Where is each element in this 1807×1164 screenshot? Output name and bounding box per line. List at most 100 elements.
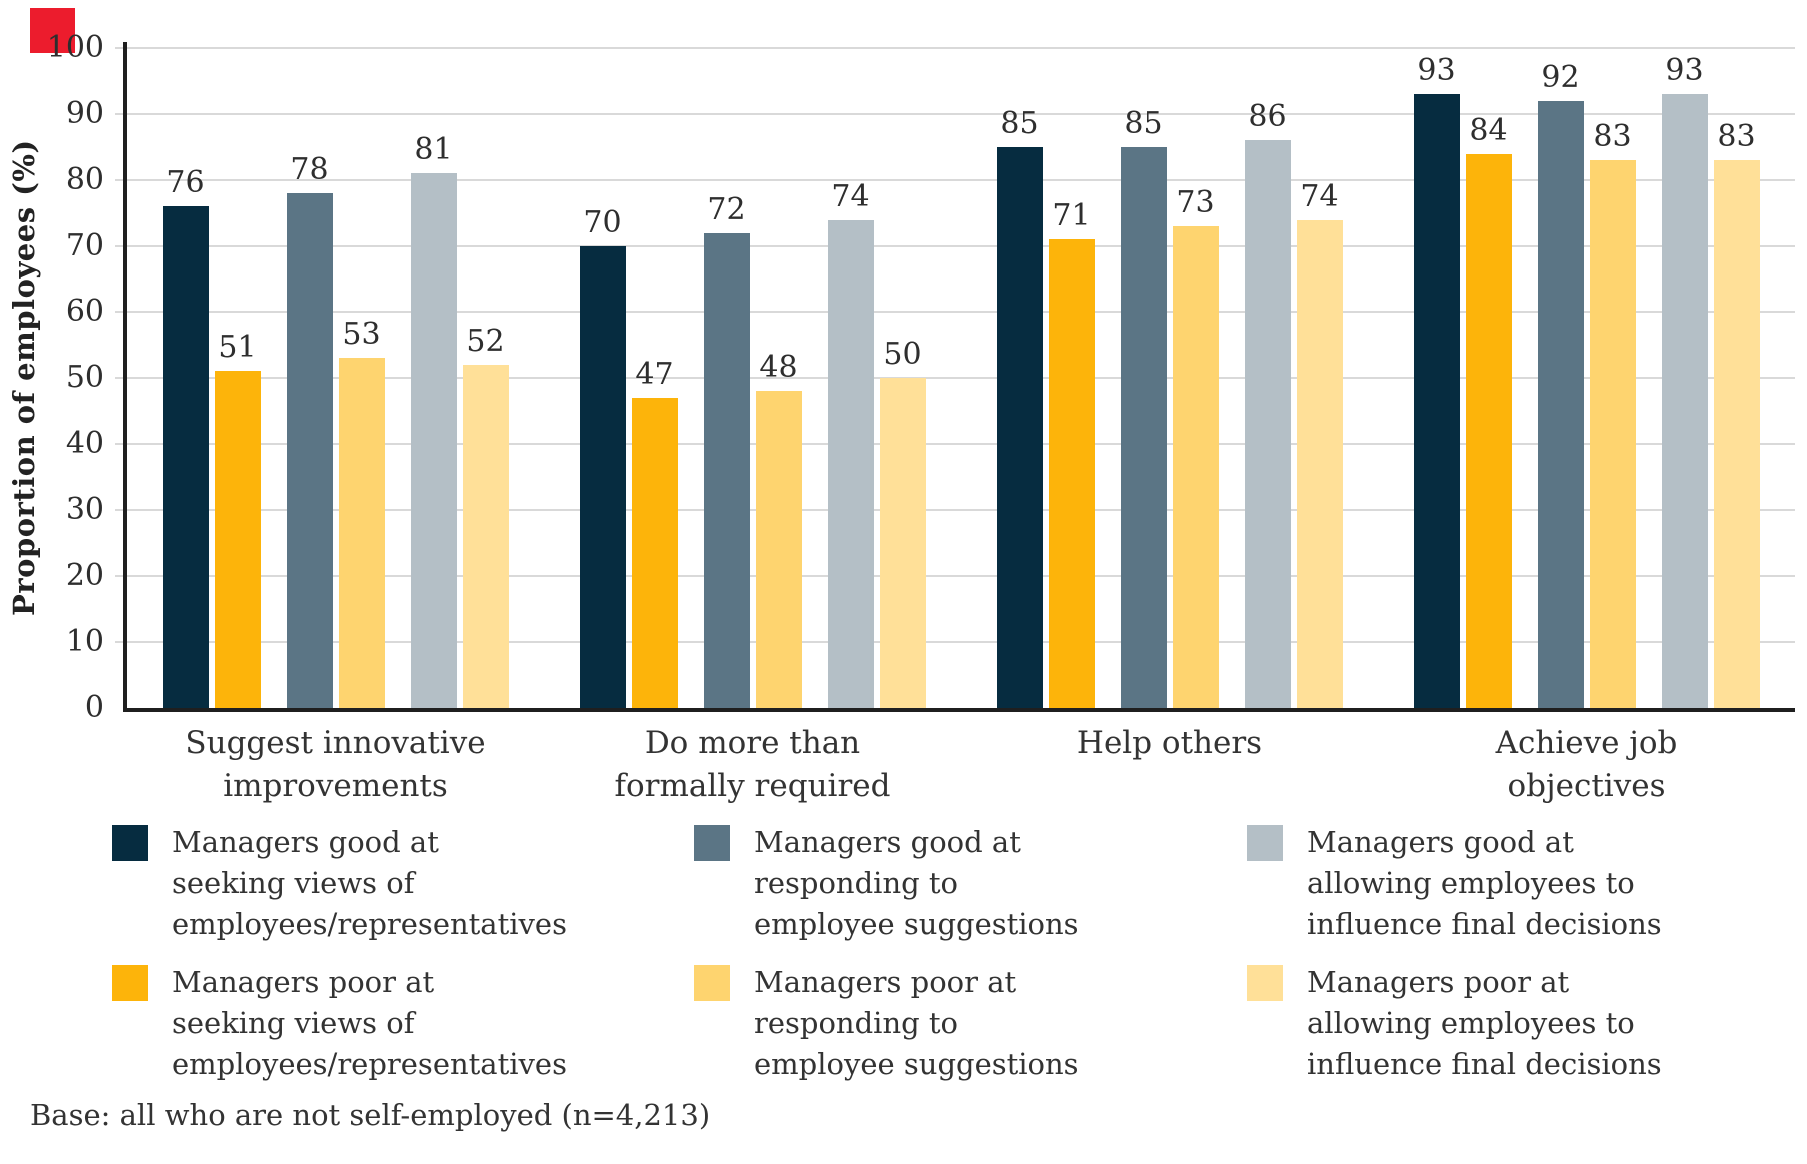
legend: Managers good at seeking views of employ… <box>112 822 1752 1085</box>
category-label-4: Achieve job objectives <box>1495 725 1678 805</box>
bar-series-4-group-4: 83 <box>1589 119 1636 708</box>
bar <box>286 193 333 708</box>
bar-series-5-group-3: 86 <box>1244 99 1291 708</box>
bar-series-2-group-1: 51 <box>214 333 261 708</box>
legend-label-good-allowing: Managers good at allowing employees to i… <box>1307 825 1662 941</box>
gridline-60 <box>115 311 1795 313</box>
bar-value-label: 72 <box>707 191 746 227</box>
bar <box>996 147 1043 708</box>
legend-swatch-good-seeking <box>112 825 148 861</box>
y-tick-label-70: 70 <box>65 228 104 263</box>
bar <box>338 358 385 708</box>
bar-value-label: 78 <box>290 152 329 188</box>
y-tick-label-90: 90 <box>65 96 104 131</box>
bar-group-1: 76 51 78 53 81 52 <box>127 48 544 708</box>
bar-value-label: 50 <box>883 337 922 372</box>
bar-value-label: 85 <box>1124 106 1163 141</box>
y-tick-label-100: 100 <box>46 30 104 65</box>
legend-item-poor-seeking: Managers poor at seeking views of employ… <box>112 962 694 1085</box>
legend-item-good-seeking: Managers good at seeking views of employ… <box>112 822 694 945</box>
bar-value-label: 52 <box>466 323 505 359</box>
bar <box>1296 219 1343 708</box>
x-axis-line <box>123 708 1795 712</box>
y-tick-label-60: 60 <box>65 294 104 329</box>
bar-series-2-group-2: 47 <box>631 359 678 708</box>
base-note: Base: all who are not self-employed (n=4… <box>30 1098 711 1132</box>
y-tick-label-10: 10 <box>65 624 104 659</box>
legend-swatch-good-responding <box>694 825 730 861</box>
gridline-50 <box>115 377 1795 379</box>
bar-series-6-group-2: 50 <box>879 337 926 708</box>
bar-series-1-group-2: 70 <box>579 205 626 708</box>
bar-series-6-group-3: 74 <box>1296 181 1343 708</box>
bar-series-4-group-3: 73 <box>1172 188 1219 708</box>
bar <box>1589 160 1636 708</box>
y-tick-label-0: 0 <box>84 690 104 725</box>
legend-label-poor-responding: Managers poor at responding to employee … <box>754 965 1079 1081</box>
bar-series-3-group-2: 72 <box>703 191 750 708</box>
legend-item-good-responding: Managers good at responding to employee … <box>694 822 1247 945</box>
bar <box>462 364 509 708</box>
legend-label-good-seeking: Managers good at seeking views of employ… <box>172 825 567 941</box>
bar-series-5-group-2: 74 <box>827 178 874 708</box>
bar-series-6-group-1: 52 <box>462 323 509 708</box>
legend-item-poor-responding: Managers poor at responding to employee … <box>694 962 1247 1085</box>
bar <box>162 206 209 708</box>
plot-area: 76 51 78 53 81 52 70 47 72 48 74 50 85 71 85 73 86 74 93 84… <box>115 42 1795 712</box>
bar-series-5-group-1: 81 <box>410 135 457 708</box>
gridline-10 <box>115 641 1795 643</box>
bar <box>1537 100 1584 708</box>
legend-swatch-poor-responding <box>694 965 730 1001</box>
bar-series-2-group-4: 84 <box>1465 112 1512 708</box>
bar <box>703 232 750 708</box>
bar-series-6-group-4: 83 <box>1713 119 1760 708</box>
bar-series-3-group-1: 78 <box>286 152 333 708</box>
bar-groups: 76 51 78 53 81 52 70 47 72 48 74 50 85 71 85 73 86 74 93 84… <box>127 48 1795 708</box>
y-tick-label-50: 50 <box>65 360 104 395</box>
y-tick-label-40: 40 <box>65 426 104 461</box>
x-axis-category-labels: Suggest innovative improvements Do more t… <box>127 722 1795 809</box>
y-axis-line <box>123 42 127 712</box>
bar-series-3-group-3: 85 <box>1120 106 1167 708</box>
bar-value-label: 86 <box>1248 99 1287 135</box>
bar <box>579 246 626 708</box>
bar-group-4: 93 84 92 83 93 83 <box>1378 48 1795 708</box>
bar-value-label: 70 <box>583 205 622 240</box>
bar <box>1172 226 1219 708</box>
bar-series-1-group-1: 76 <box>162 168 209 708</box>
bar-value-label: 53 <box>342 317 381 353</box>
bar-series-4-group-1: 53 <box>338 317 385 708</box>
legend-label-poor-seeking: Managers poor at seeking views of employ… <box>172 965 567 1081</box>
bar-value-label: 92 <box>1541 59 1580 95</box>
category-label-2: Do more than formally required <box>614 725 891 805</box>
legend-label-good-responding: Managers good at responding to employee … <box>754 825 1079 941</box>
category-label-1: Suggest innovative improvements <box>185 725 486 805</box>
bar <box>1713 160 1760 708</box>
bar <box>410 173 457 708</box>
gridline-30 <box>115 509 1795 511</box>
bar-value-label: 83 <box>1717 119 1756 155</box>
y-tick-label-80: 80 <box>65 162 104 197</box>
category-label-3: Help others <box>1076 725 1263 761</box>
legend-item-poor-allowing: Managers poor at allowing employees to i… <box>1247 962 1752 1085</box>
bar-value-label: 85 <box>1000 106 1039 141</box>
bar <box>755 391 802 708</box>
bar-series-2-group-3: 71 <box>1048 201 1095 708</box>
y-axis-tick-labels: 0 10 20 30 40 50 60 70 80 90 100 <box>0 33 104 723</box>
bar-value-label: 84 <box>1469 112 1508 148</box>
y-tick-label-30: 30 <box>65 492 104 527</box>
bar-series-1-group-4: 93 <box>1413 53 1460 708</box>
bar <box>879 378 926 708</box>
bar <box>214 371 261 708</box>
bar-value-label: 48 <box>759 350 798 386</box>
bar-value-label: 74 <box>831 178 870 214</box>
gridline-40 <box>115 443 1795 445</box>
gridline-90 <box>115 113 1795 115</box>
gridline-70 <box>115 245 1795 247</box>
bar <box>1244 140 1291 708</box>
bar-value-label: 83 <box>1593 119 1632 155</box>
y-tick-label-20: 20 <box>65 558 104 593</box>
bar-value-label: 93 <box>1665 53 1704 89</box>
bar-value-label: 93 <box>1417 53 1456 89</box>
gridline-20 <box>115 575 1795 577</box>
